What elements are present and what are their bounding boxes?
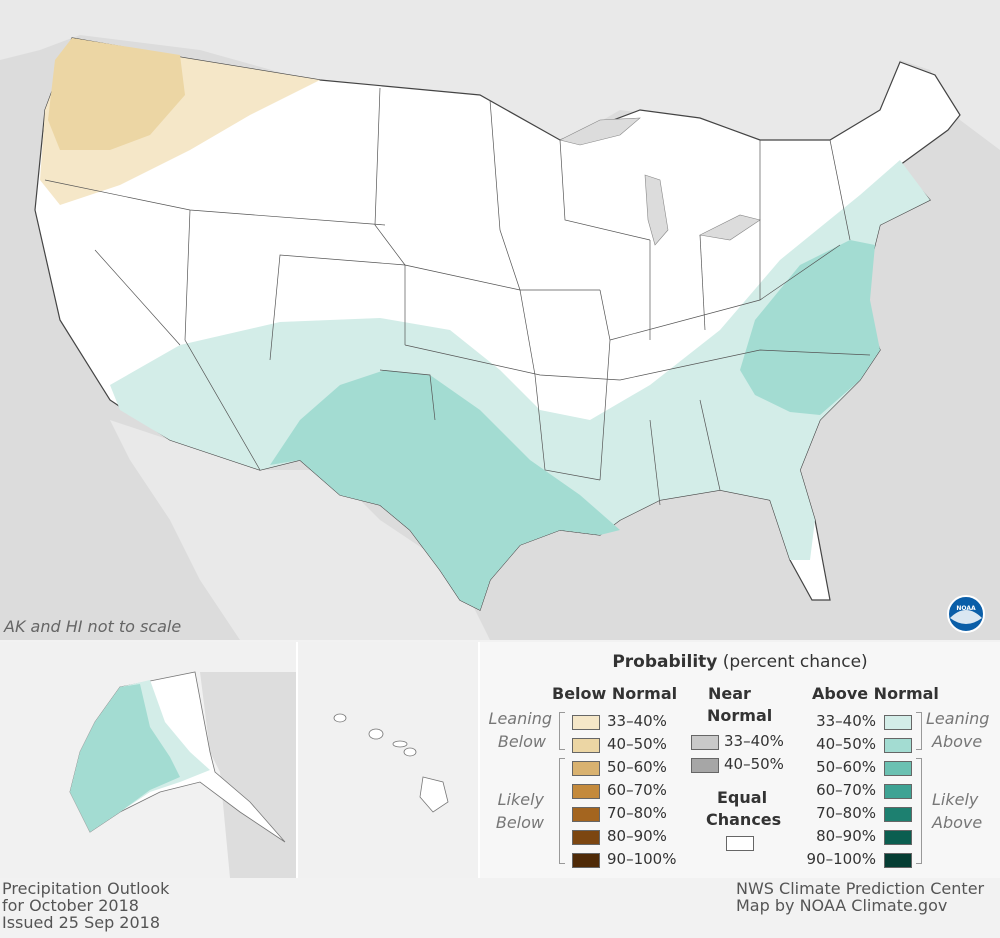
canada-landmass (0, 0, 1000, 150)
below-swatch-4 (572, 807, 600, 822)
hawaii-islands (333, 713, 449, 813)
near-label-40: 40–50% (724, 755, 784, 773)
hawaii-inset (298, 642, 480, 878)
state-lines (44, 87, 871, 506)
equal-chances-header-line2: Chances (706, 810, 782, 829)
footer-title: Precipitation Outlook (2, 879, 170, 898)
near-swatch-33 (691, 735, 719, 750)
below-40-nw (48, 38, 185, 150)
conus-map: AK and HI not to scale NOAA (0, 0, 1000, 640)
above-label-5: 80–90% (816, 827, 876, 845)
below-label-0: 33–40% (607, 712, 667, 730)
above-label-2: 50–60% (816, 758, 876, 776)
below-label-2: 50–60% (607, 758, 667, 776)
above-40-texas (270, 370, 620, 610)
footer-left: Precipitation Outlook for October 2018 I… (2, 880, 169, 931)
above-label-4: 70–80% (816, 804, 876, 822)
gulf-water (480, 505, 850, 640)
bracket-leaning-above (916, 712, 922, 750)
footer-right: NWS Climate Prediction Center Map by NOA… (736, 880, 984, 914)
below-swatch-2 (572, 761, 600, 776)
below-normal-header: Below Normal (552, 684, 678, 703)
below-swatch-0 (572, 715, 600, 730)
above-label-0: 33–40% (816, 712, 876, 730)
likely-below-line2: Below (495, 813, 544, 832)
above-label-1: 40–50% (816, 735, 876, 753)
above-swatch-0 (884, 715, 912, 730)
above-swatch-5 (884, 830, 912, 845)
above-swatch-6 (884, 853, 912, 868)
mexico-landmass (110, 420, 490, 640)
below-swatch-3 (572, 784, 600, 799)
lake-michigan (644, 174, 669, 246)
below-label-1: 40–50% (607, 735, 667, 753)
below-swatch-5 (572, 830, 600, 845)
above-swatch-4 (884, 807, 912, 822)
leaning-above-line2: Above (932, 732, 983, 751)
canada-west (200, 672, 296, 878)
above-label-6: 90–100% (806, 850, 876, 868)
below-label-3: 60–70% (607, 781, 667, 799)
below-swatch-1 (572, 738, 600, 753)
svg-text:NOAA: NOAA (956, 605, 976, 612)
above-normal-header: Above Normal (812, 684, 939, 703)
near-swatch-40 (691, 758, 719, 773)
leaning-below-line2: Below (497, 732, 546, 751)
lake-superior (559, 117, 641, 146)
above-swatch-2 (884, 761, 912, 776)
above-swatch-3 (884, 784, 912, 799)
leaning-below-line1: Leaning (488, 709, 552, 728)
below-label-5: 80–90% (607, 827, 667, 845)
footer-period: for October 2018 (2, 896, 139, 915)
bracket-leaning-below (559, 712, 565, 750)
likely-above-line1: Likely (932, 790, 979, 809)
alaska-40 (70, 684, 180, 832)
likely-above-line2: Above (932, 813, 983, 832)
noaa-logo: NOAA (947, 595, 985, 633)
near-label-33: 33–40% (724, 732, 784, 750)
footer-issued: Issued 25 Sep 2018 (2, 913, 161, 932)
legend-panel: Probability (percent chance) Below Norma… (480, 642, 1000, 878)
near-normal-header-line2: Normal (707, 706, 773, 725)
bracket-likely-below (559, 758, 565, 864)
below-swatch-6 (572, 853, 600, 868)
below-label-4: 70–80% (607, 804, 667, 822)
footer-credit-cpc: NWS Climate Prediction Center (736, 879, 985, 898)
below-label-6: 90–100% (607, 850, 677, 868)
footer-credit-map: Map by NOAA Climate.gov (736, 896, 948, 915)
above-40-midatlantic (740, 240, 880, 415)
equal-chances-swatch (726, 836, 754, 851)
scale-note: AK and HI not to scale (3, 617, 181, 636)
likely-below-line1: Likely (497, 790, 544, 809)
leaning-above-line1: Leaning (926, 709, 990, 728)
alaska-inset (0, 642, 298, 878)
bracket-likely-above (916, 758, 922, 864)
above-swatch-1 (884, 738, 912, 753)
legend-title: Probability (percent chance) (612, 652, 868, 672)
near-normal-header-line1: Near (708, 684, 751, 703)
equal-chances-header-line1: Equal (717, 788, 768, 807)
above-label-3: 60–70% (816, 781, 876, 799)
